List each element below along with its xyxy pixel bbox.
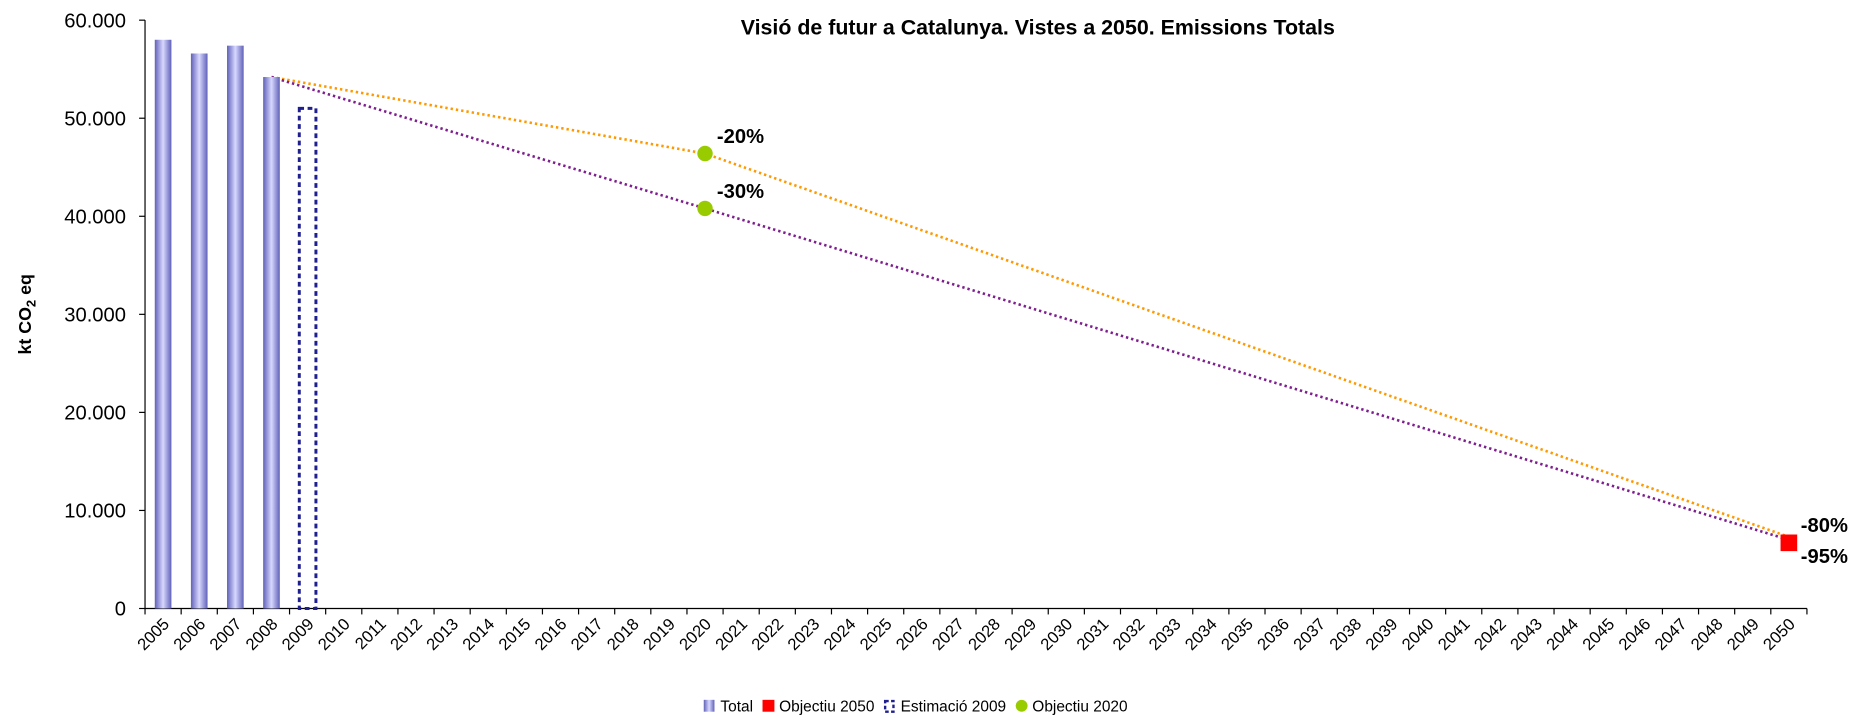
bar	[190, 53, 208, 609]
legend: Total Objectiu 2050 Estimació 2009 Objectiu…	[703, 699, 1128, 716]
annotation: -20%	[717, 126, 764, 148]
x-tick-label: 2024	[820, 615, 860, 655]
y-tick-label: 10.000	[64, 501, 126, 523]
annotation: -30%	[717, 181, 764, 203]
x-tick-label: 2005	[133, 615, 173, 655]
legend-swatch	[703, 699, 715, 712]
x-tick-label: 2031	[1073, 615, 1113, 655]
x-tick-label: 2008	[242, 615, 282, 655]
x-tick-label: 2027	[928, 615, 968, 655]
x-tick-label: 2032	[1109, 615, 1149, 655]
y-tick-label: 30.000	[64, 304, 126, 326]
x-tick-label: 2019	[639, 615, 679, 655]
bar	[154, 39, 172, 609]
x-tick-label: 2015	[495, 615, 535, 655]
y-label-end: eq	[15, 274, 35, 300]
x-tick-label: 2036	[1253, 615, 1293, 655]
target-square	[1780, 534, 1798, 552]
y-tick-label: 20.000	[64, 403, 126, 425]
x-tick-label: 2014	[459, 615, 499, 655]
target-dot	[697, 145, 713, 162]
legend-swatch	[883, 699, 895, 713]
trajectory-line	[271, 75, 1790, 542]
y-label-sub: 2	[24, 300, 39, 307]
x-tick-label: 2012	[386, 615, 426, 655]
bar	[227, 45, 244, 609]
x-tick-label: 2016	[531, 615, 571, 655]
y-tick-label: 60.000	[64, 10, 126, 32]
x-tick-label: 2010	[314, 615, 354, 655]
legend-label: Estimació 2009	[901, 699, 1007, 716]
x-tick-label: 2038	[1326, 615, 1366, 655]
x-tick-label: 2033	[1145, 615, 1185, 655]
x-tick-label: 2035	[1217, 615, 1257, 655]
x-tick-label: 2022	[748, 615, 788, 655]
target-dot	[697, 200, 713, 217]
legend-swatch	[1015, 699, 1028, 712]
x-tick-label: 2018	[603, 615, 643, 655]
legend-label: Total	[720, 699, 753, 716]
annotation: -95%	[1801, 546, 1848, 568]
x-tick-label: 2026	[892, 615, 932, 655]
y-tick-label: 40.000	[64, 206, 126, 228]
x-tick-label: 2048	[1687, 615, 1727, 655]
x-tick-label: 2044	[1542, 615, 1582, 655]
x-tick-label: 2020	[675, 615, 715, 655]
x-tick-label: 2011	[351, 615, 390, 654]
bar	[263, 77, 280, 609]
x-tick-label: 2006	[170, 615, 210, 655]
x-tick-label: 2041	[1434, 615, 1474, 655]
x-tick-label: 2040	[1398, 615, 1438, 655]
y-label-main: kt CO	[15, 307, 35, 355]
x-tick-label: 2042	[1470, 615, 1510, 655]
x-tick-label: 2009	[278, 615, 318, 655]
x-tick-label: 2013	[422, 615, 462, 655]
legend-label: Objectiu 2050	[779, 699, 874, 716]
x-tick-label: 2043	[1506, 615, 1546, 655]
legend-label: Objectiu 2020	[1032, 699, 1127, 716]
x-tick-label: 2017	[567, 615, 607, 655]
x-tick-label: 2028	[964, 615, 1004, 655]
x-tick-label: 2007	[206, 615, 246, 655]
x-tick-label: 2047	[1651, 615, 1691, 655]
x-tick-label: 2021	[712, 615, 752, 655]
y-tick-label: 50.000	[64, 108, 126, 130]
x-tick-label: 2023	[784, 615, 824, 655]
x-tick-label: 2029	[1001, 615, 1041, 655]
legend-swatch	[762, 699, 775, 712]
x-tick-label: 2025	[856, 615, 896, 655]
x-tick-label: 2049	[1723, 615, 1763, 655]
x-tick-label: 2039	[1362, 615, 1402, 655]
annotation: -80%	[1801, 515, 1848, 537]
x-tick-label: 2037	[1290, 615, 1330, 655]
x-tick-label: 2046	[1615, 615, 1655, 655]
x-tick-label: 2034	[1181, 615, 1221, 655]
y-axis-label: kt CO2 eq	[15, 274, 39, 354]
x-tick-label: 2045	[1579, 615, 1619, 655]
x-tick-label: 2050	[1759, 615, 1799, 655]
estimate-bar	[297, 106, 318, 610]
y-tick-label: 0	[115, 599, 126, 621]
x-tick-label: 2030	[1037, 615, 1077, 655]
chart-title: Visió de futur a Catalunya. Vistes a 205…	[741, 15, 1335, 39]
